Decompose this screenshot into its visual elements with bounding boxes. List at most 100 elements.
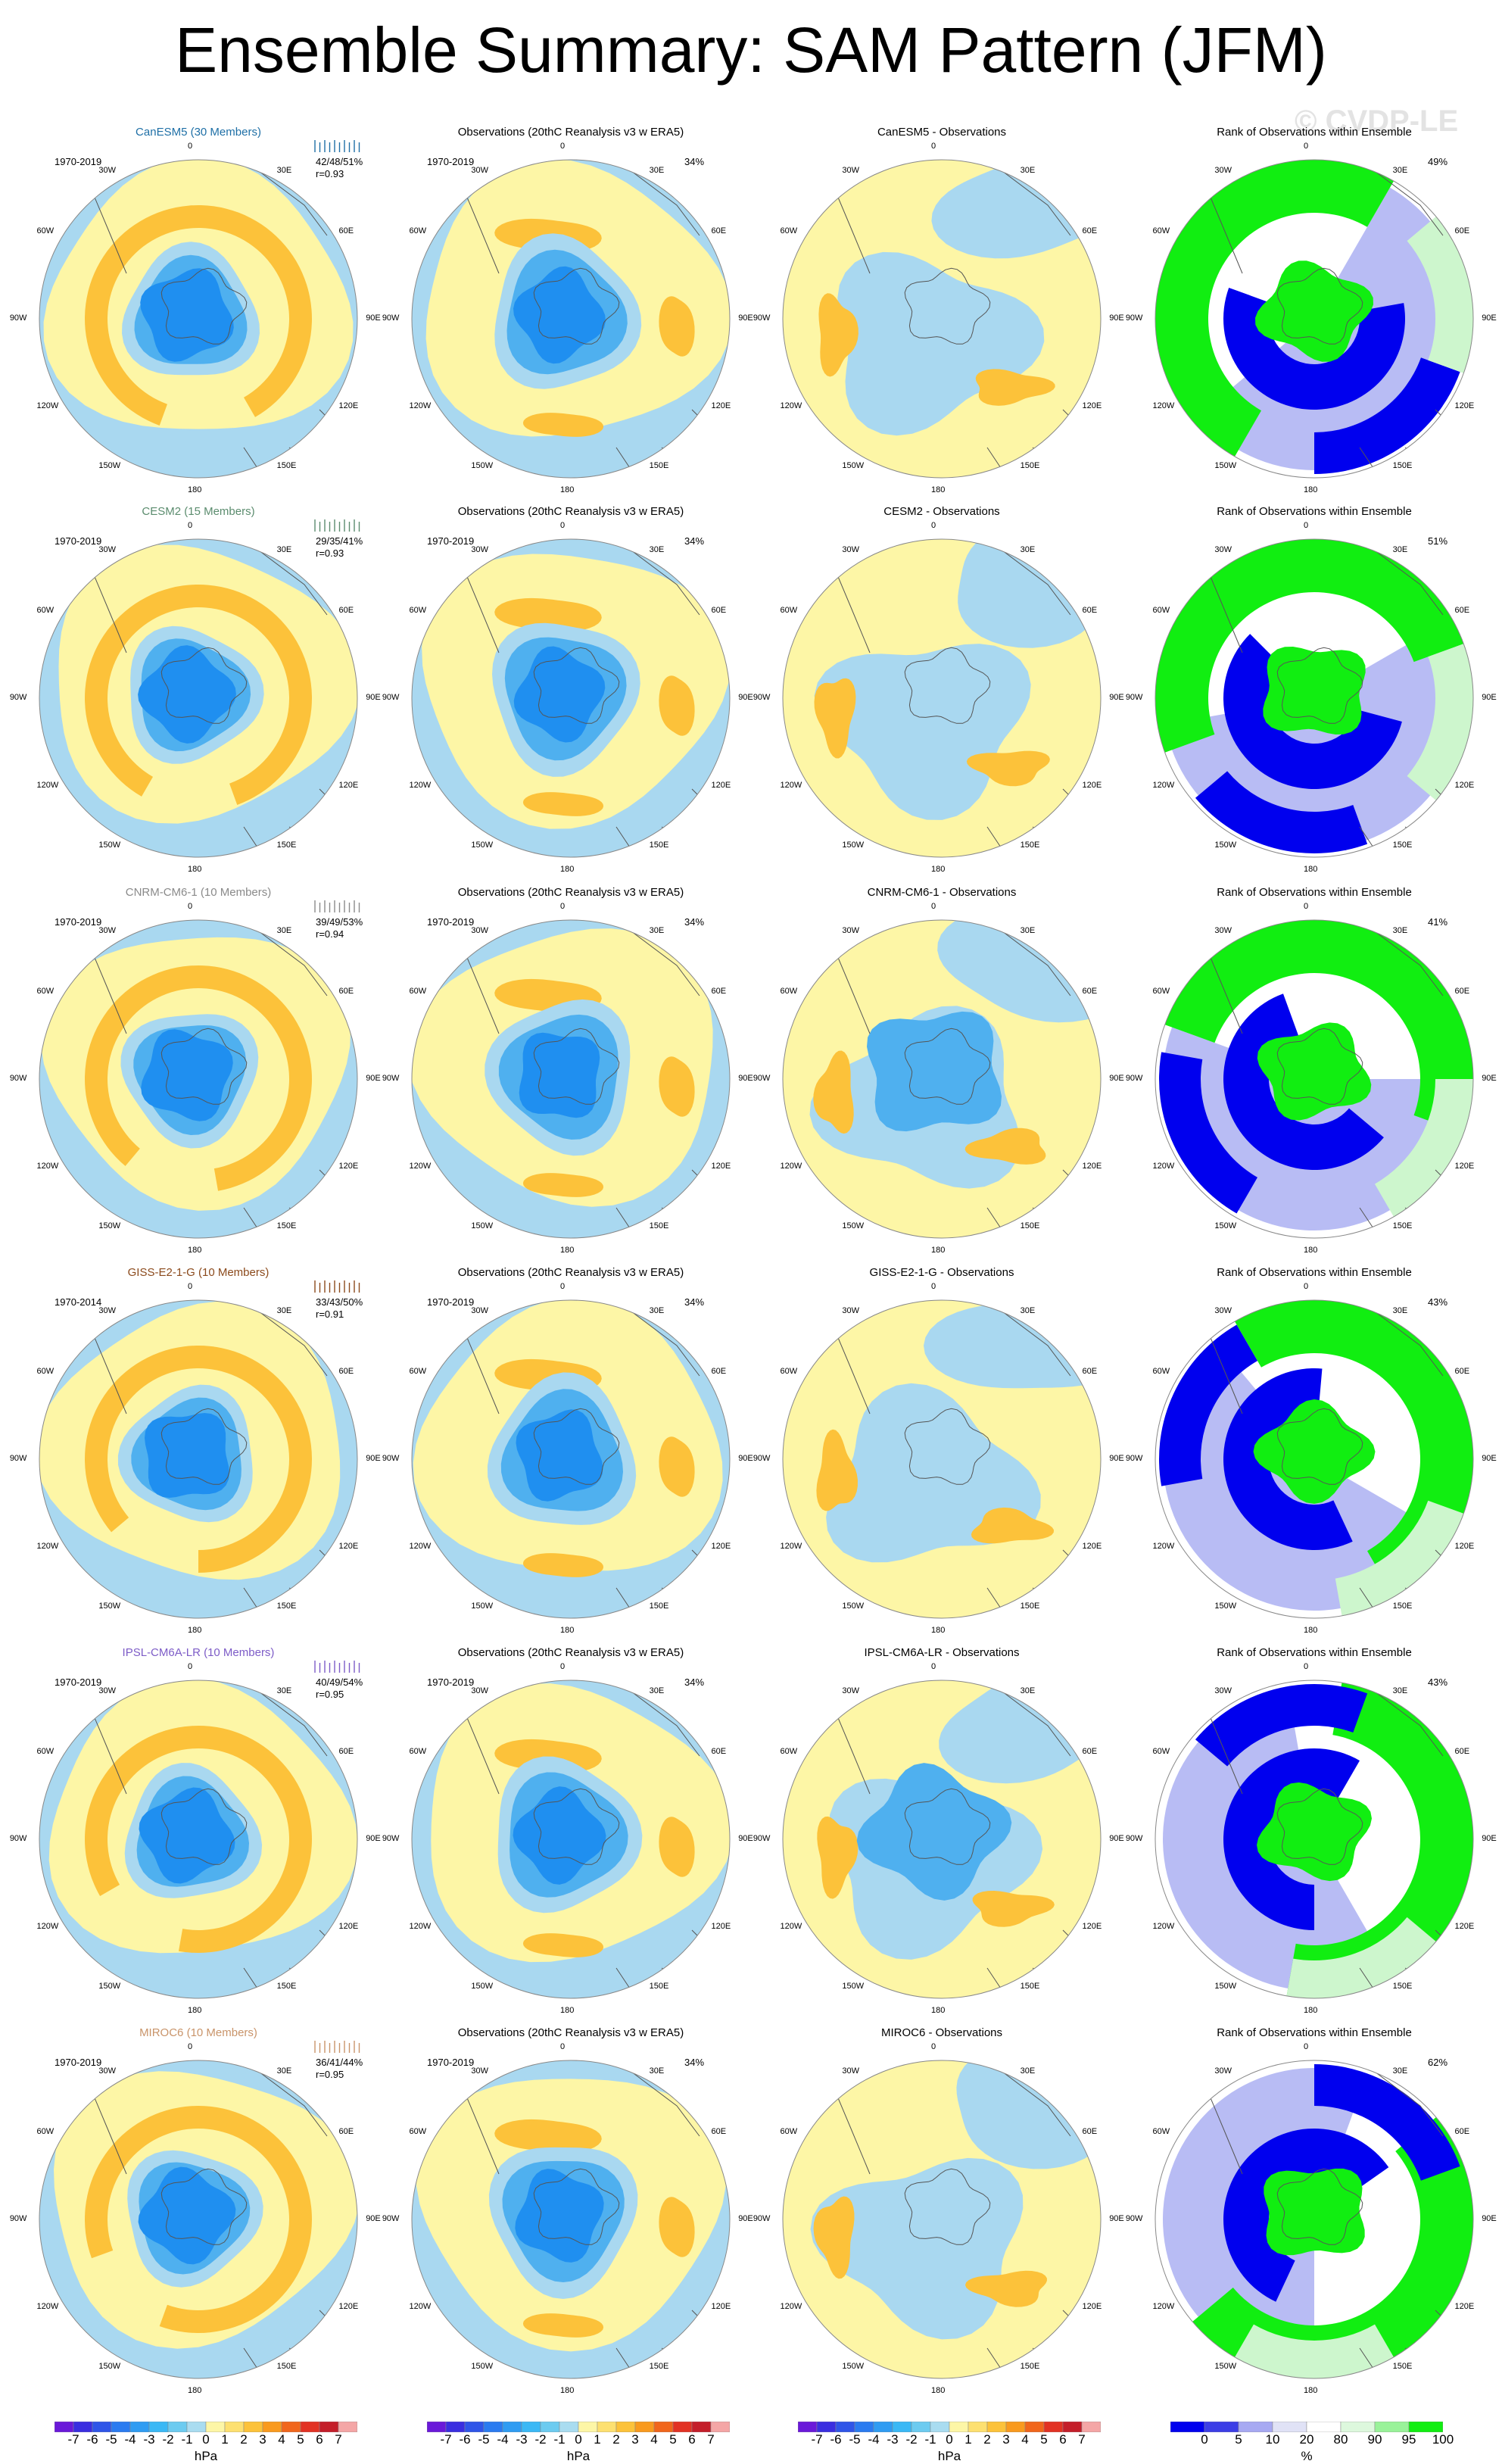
polar-map [411, 2060, 731, 2379]
coastline [243, 920, 328, 997]
period-label: 1970-2019 [55, 1676, 102, 1688]
longitude-label: 150W [98, 1982, 121, 1991]
map-field [39, 539, 357, 857]
longitude-label: 120W [409, 780, 432, 790]
polar-map [39, 1299, 358, 1619]
panel-rank: Rank of Observations within Ensemble 62% 0… [1126, 2026, 1497, 2405]
longitude-label: 60W [1152, 986, 1170, 996]
rank-region [1223, 993, 1384, 1170]
panel-difference: CESM2 - Observations 0 30E 60E 90E 120E 150E 18… [753, 505, 1124, 884]
colorbar-tick: -3 [887, 2432, 899, 2447]
colorbar-tick: -4 [124, 2432, 136, 2447]
map-field [1155, 2060, 1473, 2378]
longitude-label: 0 [931, 1662, 936, 1672]
colorbar: -7 -6 -5 -4 -3 -2 -1 0 1 2 3 4 5 6 7 hPa [797, 2421, 1102, 2463]
colorbar-swatch [262, 2421, 282, 2433]
colorbar-tick: 0 [946, 2432, 953, 2447]
longitude-label: 150E [649, 1982, 669, 1991]
map-border [411, 159, 731, 479]
colorbar-swatches [1170, 2421, 1444, 2433]
colorbar-tick: 2 [240, 2432, 248, 2447]
panel-model: IPSL-CM6A-LR (10 Members) 1970-2019 40/49/… [10, 1646, 381, 2025]
pattern-stats: 33/43/50% r=0.91 [316, 1296, 363, 1321]
longitude-label: 120E [1454, 780, 1475, 790]
longitude-label: 0 [1304, 1282, 1309, 1292]
longitude-label: 120E [711, 1921, 731, 1931]
coastline [1276, 2168, 1363, 2245]
stats-percent: 33/43/50% [316, 1296, 363, 1308]
longitude-label: 150W [1214, 1221, 1237, 1231]
period-label: 1970-2019 [427, 535, 475, 547]
colorbar-tick: 5 [297, 2432, 304, 2447]
colorbar-swatch [816, 2421, 837, 2433]
anomaly-region [813, 2196, 855, 2279]
colorbar-swatch [578, 2421, 598, 2433]
colorbar-tick: 0 [1201, 2432, 1208, 2447]
longitude-label: 150E [1392, 1221, 1413, 1231]
longitude-label: 150W [98, 461, 121, 471]
coastline [533, 647, 620, 724]
colorbar-tick: -3 [516, 2432, 528, 2447]
colorbar-tick: -1 [181, 2432, 193, 2447]
longitude-label: 60W [780, 1366, 798, 1376]
longitude-label: 90W [9, 2214, 27, 2223]
coastline [615, 2060, 700, 2137]
longitude-label: 60E [338, 605, 354, 615]
longitude-label: 180 [560, 1245, 575, 1255]
period-label: 1970-2019 [427, 1676, 475, 1688]
rank-region [1285, 1917, 1439, 1998]
period-label: 1970-2019 [55, 916, 102, 928]
longitude-label: 60W [409, 226, 427, 235]
colorbar-tick: 5 [669, 2432, 677, 2447]
longitude-label: 90W [1125, 2214, 1143, 2223]
colorbar-swatch [464, 2421, 485, 2433]
panel-title: CNRM-CM6-1 - Observations [867, 886, 1017, 899]
anomaly-region [972, 1891, 1055, 1927]
longitude-label: 120E [1082, 780, 1102, 790]
longitude-label: 30W [471, 2066, 489, 2076]
rank-region [1314, 357, 1460, 474]
colorbar-swatch [281, 2421, 301, 2433]
rank-percent: 51% [1428, 535, 1448, 547]
map-border [39, 2060, 358, 2379]
longitude-label: 30E [276, 544, 292, 554]
longitude-label: 60E [711, 605, 727, 615]
longitude-label: 60E [338, 1746, 354, 1756]
longitude-label: 150E [1020, 1982, 1040, 1991]
longitude-label: 180 [188, 864, 202, 874]
polar-map [782, 159, 1102, 479]
coastline [1276, 647, 1363, 724]
anomaly-region [659, 1056, 695, 1117]
anomaly-region [867, 1011, 1002, 1132]
panel-rank: Rank of Observations within Ensemble 43% 0… [1126, 1646, 1497, 2025]
anomaly-region [659, 675, 695, 736]
period-label: 1970-2019 [55, 2057, 102, 2068]
colorbar-tick: -5 [849, 2432, 861, 2447]
rank-region [1314, 2064, 1460, 2181]
colorbar-tick: 0 [575, 2432, 582, 2447]
colorbar-swatch [1005, 2421, 1026, 2433]
colorbar-swatch [930, 2421, 950, 2433]
colorbar-tick: 1 [964, 2432, 972, 2447]
longitude-label: 150W [1214, 2362, 1237, 2372]
longitude-label: 180 [188, 2005, 202, 2015]
longitude-label: 30E [1392, 1305, 1408, 1315]
colorbar-tick: -7 [440, 2432, 452, 2447]
longitude-label: 150W [1214, 1982, 1237, 1991]
longitude-label: 150W [471, 461, 494, 471]
colorbar-swatch [835, 2421, 855, 2433]
period-label: 1970-2019 [427, 1296, 475, 1308]
map-border [782, 1299, 1102, 1619]
longitude-label: 180 [188, 1625, 202, 1635]
longitude-label: 60E [1454, 1366, 1470, 1376]
map-field [783, 2060, 1101, 2378]
colorbar-swatch [243, 2421, 263, 2433]
anomaly-region [816, 1429, 858, 1511]
polar-map [1155, 919, 1474, 1239]
coastline [1276, 1408, 1363, 1485]
anomaly-region [141, 1029, 233, 1121]
colorbar-swatch [968, 2421, 988, 2433]
longitude-label: 120E [1454, 2301, 1475, 2311]
map-field [412, 539, 730, 857]
panel-rank: Rank of Observations within Ensemble 41% 0… [1126, 886, 1497, 1265]
